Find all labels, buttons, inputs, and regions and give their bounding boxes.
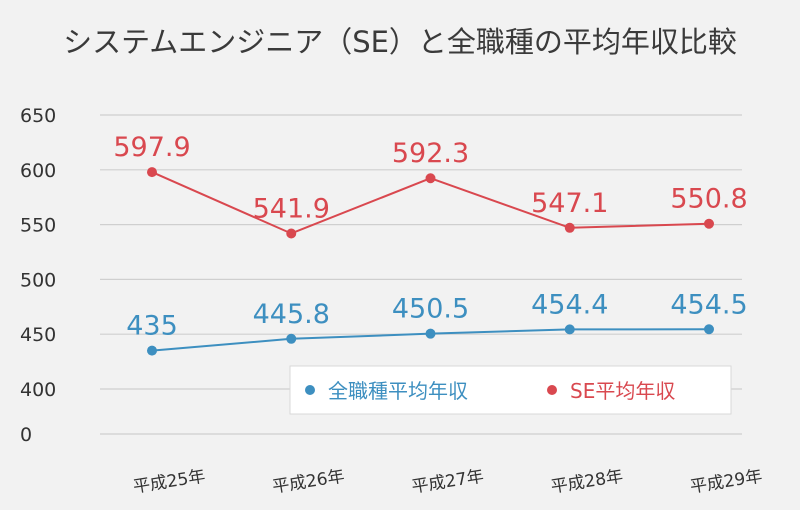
data-label: 592.3 xyxy=(392,138,469,169)
x-tick-label: 平成26年 xyxy=(271,467,346,498)
data-label: 454.4 xyxy=(531,289,608,320)
data-point xyxy=(564,222,575,233)
y-tick-label: 550 xyxy=(20,215,56,237)
x-tick-label: 平成25年 xyxy=(132,467,207,498)
data-point xyxy=(286,228,297,239)
y-tick-label: 400 xyxy=(20,379,56,401)
data-point xyxy=(564,324,575,335)
data-point xyxy=(286,333,297,344)
data-point xyxy=(704,218,714,229)
y-tick-label: 500 xyxy=(20,269,56,291)
chart-title: システムエンジニア（SE）と全職種の平均年収比較 xyxy=(63,25,737,59)
data-point xyxy=(425,328,436,339)
legend-box xyxy=(289,365,732,415)
y-tick-label: 450 xyxy=(20,324,56,346)
y-axis-ticks: 0 400 450 500 550 600 650 xyxy=(20,105,56,446)
legend-label: 全職種平均年収 xyxy=(328,379,468,403)
y-tick-label: 0 xyxy=(20,424,32,446)
x-tick-label: 平成28年 xyxy=(550,467,625,498)
series-2: 597.9 541.9 592.3 547.1 550.8 xyxy=(113,132,748,239)
x-tick-label: 平成27年 xyxy=(410,467,485,498)
data-point xyxy=(704,324,714,335)
x-axis-ticks: 平成25年 平成26年 平成27年 平成28年 平成29年 xyxy=(132,467,764,498)
series-1: 435 445.8 450.5 454.4 454.5 xyxy=(126,289,748,356)
data-label: 550.8 xyxy=(670,184,747,215)
legend-label: SE平均年収 xyxy=(570,379,675,403)
data-label: 547.1 xyxy=(531,188,608,219)
legend-marker xyxy=(305,385,315,395)
data-point xyxy=(147,167,157,178)
legend: 全職種平均年収 SE平均年収 xyxy=(289,365,732,415)
data-point xyxy=(147,345,157,356)
data-label: 541.9 xyxy=(253,193,330,224)
data-label: 450.5 xyxy=(392,294,469,325)
data-label: 597.9 xyxy=(113,132,190,163)
series-layer: 435 445.8 450.5 454.4 454.5 597.9 541.9 592.3 54… xyxy=(113,132,748,356)
data-label: 435 xyxy=(126,311,178,342)
data-label: 445.8 xyxy=(253,299,330,330)
y-tick-label: 600 xyxy=(20,160,56,182)
data-label: 454.5 xyxy=(670,289,747,320)
y-tick-label: 650 xyxy=(20,105,56,127)
x-tick-label: 平成29年 xyxy=(689,467,764,498)
legend-marker xyxy=(547,385,557,395)
data-point xyxy=(425,173,436,184)
